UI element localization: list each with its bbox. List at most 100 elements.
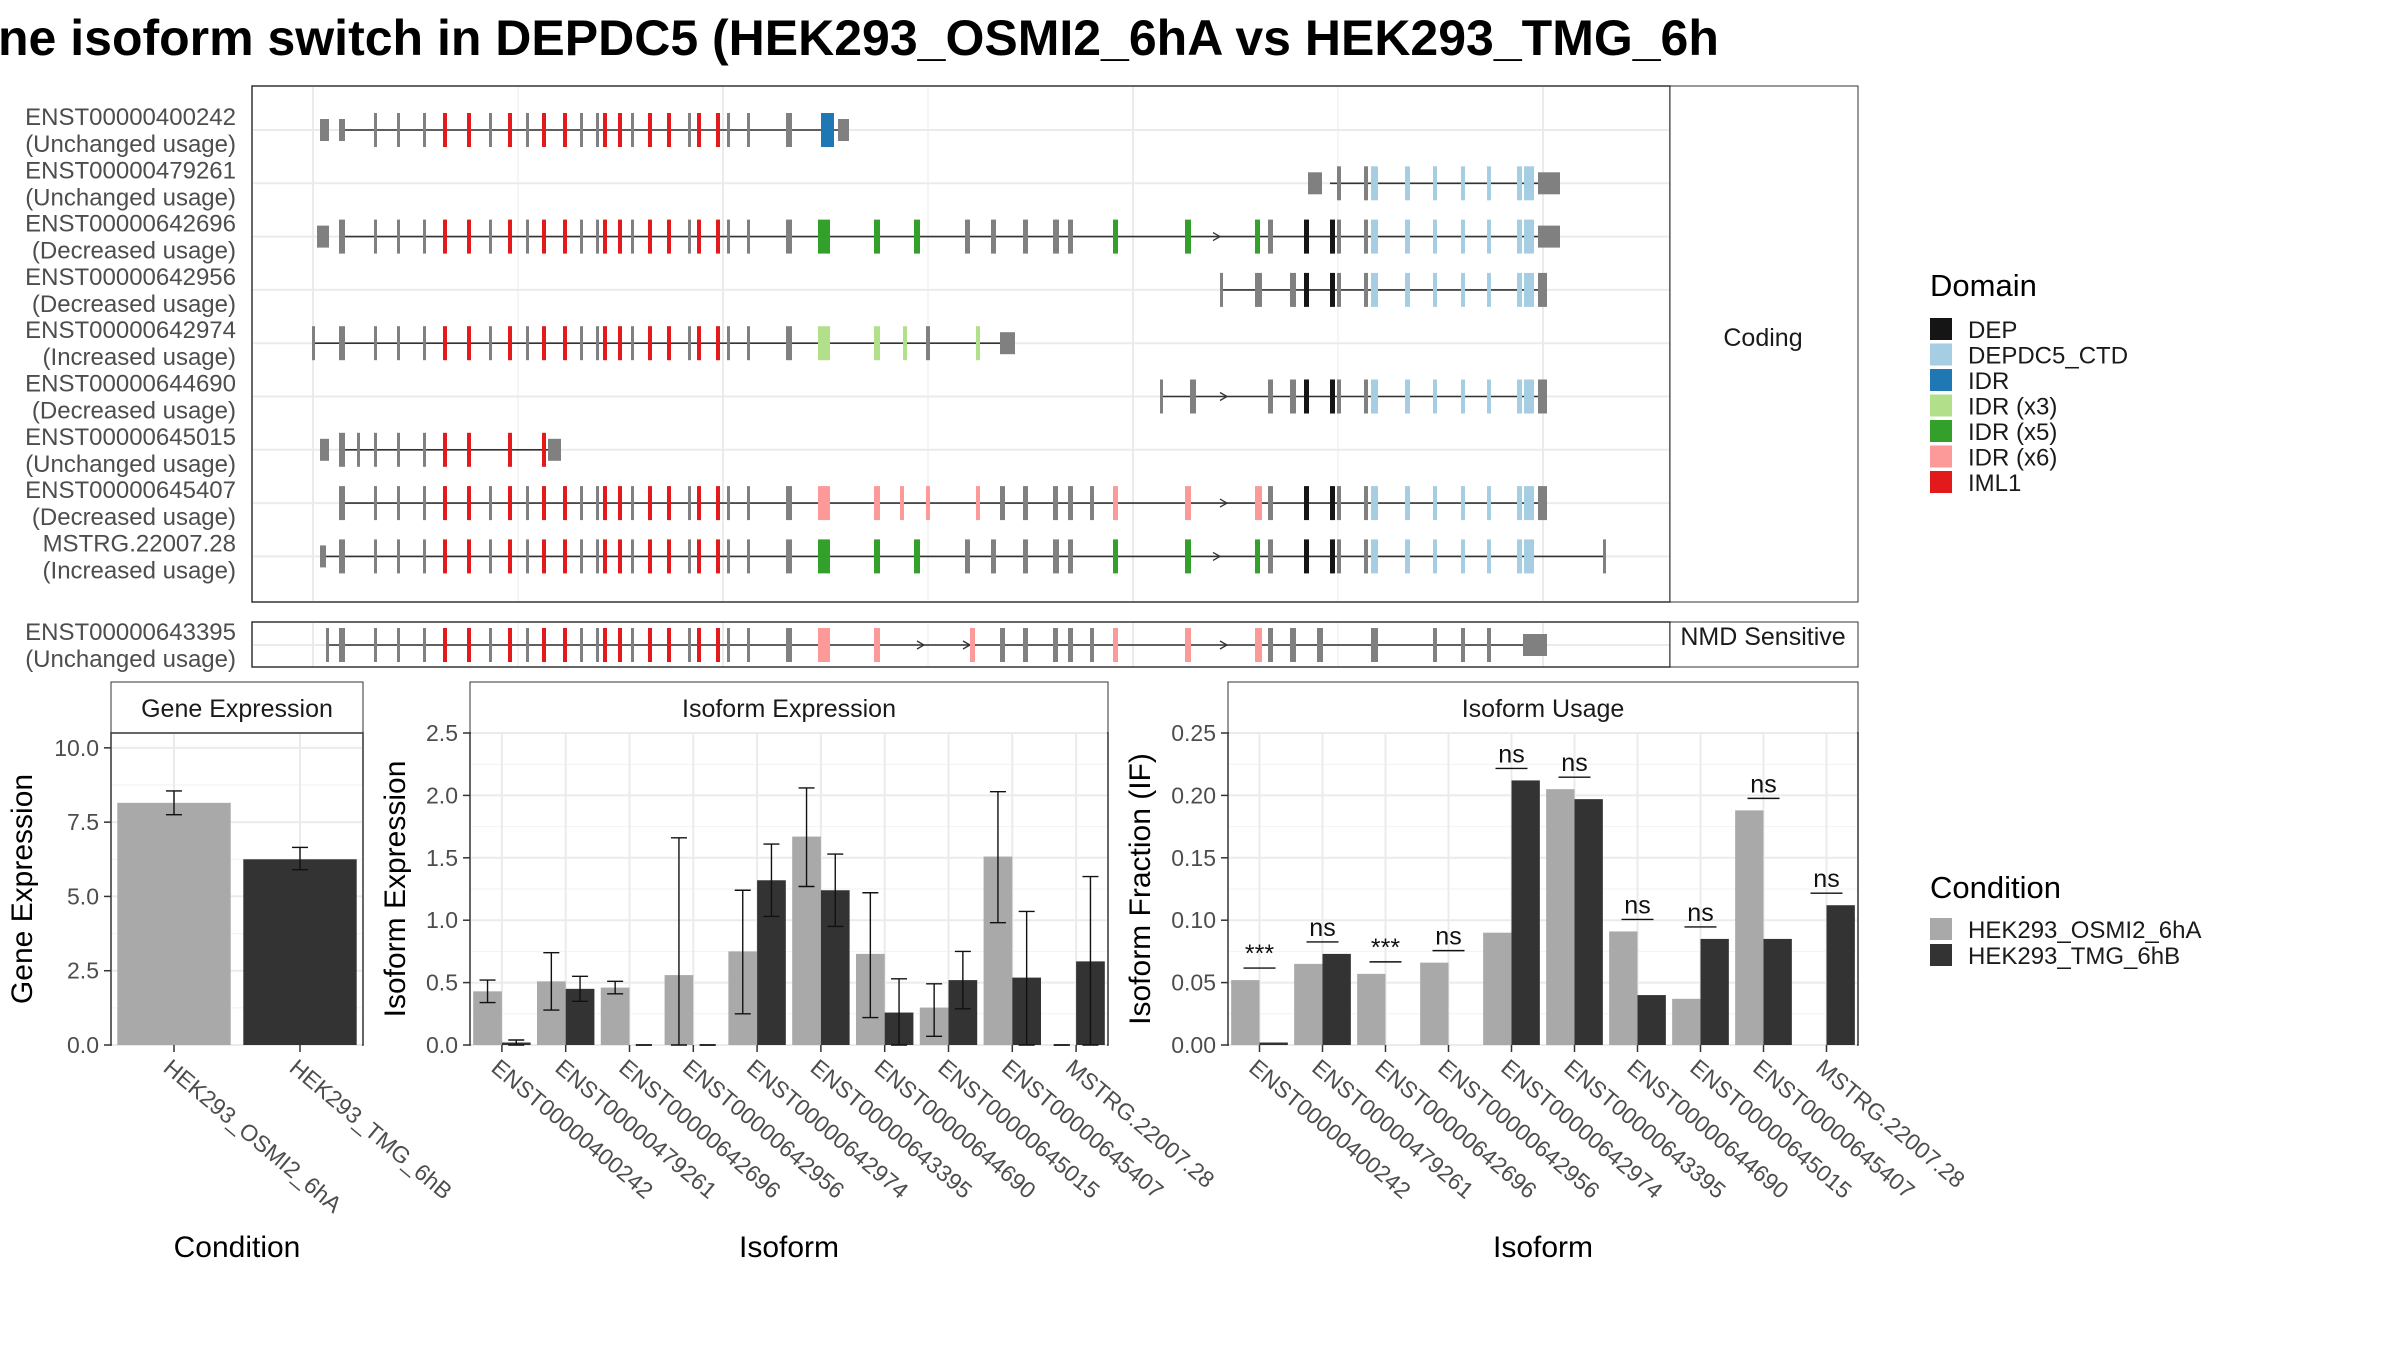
domain-legend-key bbox=[1930, 394, 1952, 417]
exon-mark bbox=[320, 119, 329, 141]
isoform-usage-chart: Isoform Usage 0.00 0.05 0.10 0.15 0.20 0.25 Iso… bbox=[1124, 681, 1970, 1264]
exon-mark bbox=[1405, 166, 1410, 201]
exon-mark bbox=[443, 113, 447, 147]
domain-legend-key bbox=[1930, 343, 1952, 366]
exon-mark bbox=[1371, 486, 1378, 521]
exon-mark bbox=[667, 486, 671, 521]
transcript-track bbox=[1220, 272, 1547, 307]
isoform-expression-chart: Isoform Expression 0.0 0.5 1.0 1.5 2.0 2.5 Isof… bbox=[379, 681, 1220, 1264]
exon-mark bbox=[1487, 272, 1491, 307]
exon-mark bbox=[688, 486, 691, 521]
exon-mark bbox=[563, 539, 567, 574]
bar bbox=[117, 802, 231, 1045]
exon-mark bbox=[976, 486, 980, 521]
domain-legend-label: DEP bbox=[1968, 317, 2017, 344]
exon-mark bbox=[1023, 539, 1028, 574]
exon-mark bbox=[926, 486, 930, 521]
bar bbox=[1511, 780, 1540, 1045]
exon-mark bbox=[1364, 219, 1368, 254]
exon-mark bbox=[1433, 486, 1437, 521]
exon-mark bbox=[374, 113, 377, 147]
exon-mark bbox=[467, 486, 471, 521]
exon-mark bbox=[596, 219, 599, 254]
exon-mark bbox=[563, 219, 567, 254]
panel-strip bbox=[110, 681, 364, 734]
exon-mark bbox=[716, 486, 720, 521]
exon-mark bbox=[727, 628, 730, 662]
exon-mark bbox=[874, 326, 880, 361]
transcript-id-label: ENST00000400242 bbox=[25, 104, 236, 131]
exon-mark bbox=[1330, 486, 1335, 521]
bar bbox=[1735, 810, 1764, 1045]
exon-mark bbox=[1371, 539, 1378, 574]
exon-mark bbox=[688, 113, 691, 147]
exon-mark bbox=[1433, 272, 1437, 307]
y-tick-label: 0.05 bbox=[1171, 970, 1216, 996]
exon-mark bbox=[443, 628, 447, 662]
domain-legend-key bbox=[1930, 318, 1952, 340]
figure-title: ne isoform switch in DEPDC5 (HEK293_OSMI… bbox=[0, 10, 1719, 66]
exon-mark bbox=[1364, 539, 1368, 574]
significance-label: *** bbox=[1371, 934, 1400, 962]
exon-mark bbox=[631, 486, 634, 521]
domain-legend-label: IDR (x5) bbox=[1968, 419, 2057, 446]
exon-mark bbox=[563, 113, 567, 147]
exon-mark bbox=[1517, 486, 1522, 521]
exon-mark bbox=[900, 486, 904, 521]
exon-mark bbox=[1524, 272, 1534, 307]
exon-mark bbox=[1461, 539, 1465, 574]
exon-mark bbox=[1524, 379, 1534, 414]
bar bbox=[1672, 998, 1701, 1045]
exon-mark bbox=[631, 326, 634, 361]
exon-mark bbox=[1000, 332, 1015, 355]
exon-mark bbox=[1524, 539, 1534, 574]
condition-legend-key-1 bbox=[1930, 918, 1952, 940]
exon-mark bbox=[508, 486, 512, 521]
y-axis-label: Gene Expression bbox=[6, 774, 39, 1004]
exon-mark bbox=[976, 326, 980, 361]
exon-mark bbox=[1538, 486, 1547, 521]
exon-mark bbox=[526, 113, 529, 147]
exon-mark bbox=[1405, 486, 1410, 521]
bar bbox=[1574, 799, 1603, 1045]
exon-mark bbox=[786, 628, 792, 662]
exon-mark bbox=[1405, 272, 1410, 307]
exon-mark bbox=[618, 326, 622, 361]
exon-mark bbox=[1371, 628, 1378, 662]
exon-mark bbox=[1317, 628, 1323, 662]
exon-mark bbox=[1405, 219, 1410, 254]
exon-mark bbox=[648, 219, 652, 254]
panel-title: Gene Expression bbox=[141, 695, 333, 723]
x-axis-label: Isoform bbox=[1493, 1231, 1593, 1264]
exon-mark bbox=[1517, 272, 1522, 307]
exon-mark bbox=[596, 486, 599, 521]
exon-mark bbox=[1160, 379, 1163, 414]
exon-mark bbox=[1023, 628, 1028, 662]
exon-mark bbox=[618, 539, 622, 574]
coding-strip-label: Coding bbox=[1723, 324, 1802, 352]
significance-label: *** bbox=[1245, 940, 1274, 968]
transcript-usage-label: (Unchanged usage) bbox=[25, 451, 236, 478]
exon-mark bbox=[1304, 379, 1309, 414]
exon-mark bbox=[580, 486, 583, 521]
domain-legend-key bbox=[1930, 445, 1952, 468]
y-tick-label: 5.0 bbox=[67, 883, 99, 909]
coding-strip bbox=[1669, 85, 1859, 603]
exon-mark bbox=[603, 539, 607, 574]
exon-mark bbox=[1255, 628, 1262, 662]
exon-mark bbox=[397, 628, 400, 662]
exon-mark bbox=[1090, 628, 1094, 662]
exon-mark bbox=[965, 219, 970, 254]
exon-mark bbox=[508, 219, 512, 254]
exon-mark bbox=[1487, 166, 1491, 201]
exon-mark bbox=[1433, 219, 1437, 254]
panel-title: Isoform Usage bbox=[1462, 695, 1625, 723]
exon-mark bbox=[596, 326, 599, 361]
exon-mark bbox=[563, 326, 567, 361]
exon-mark bbox=[1255, 272, 1262, 307]
exon-mark bbox=[688, 326, 691, 361]
exon-mark bbox=[1053, 219, 1059, 254]
condition-legend: Condition HEK293_OSMI2_6hA HEK293_TMG_6h… bbox=[1930, 870, 2201, 970]
condition-legend-label-1: HEK293_OSMI2_6hA bbox=[1968, 917, 2201, 944]
